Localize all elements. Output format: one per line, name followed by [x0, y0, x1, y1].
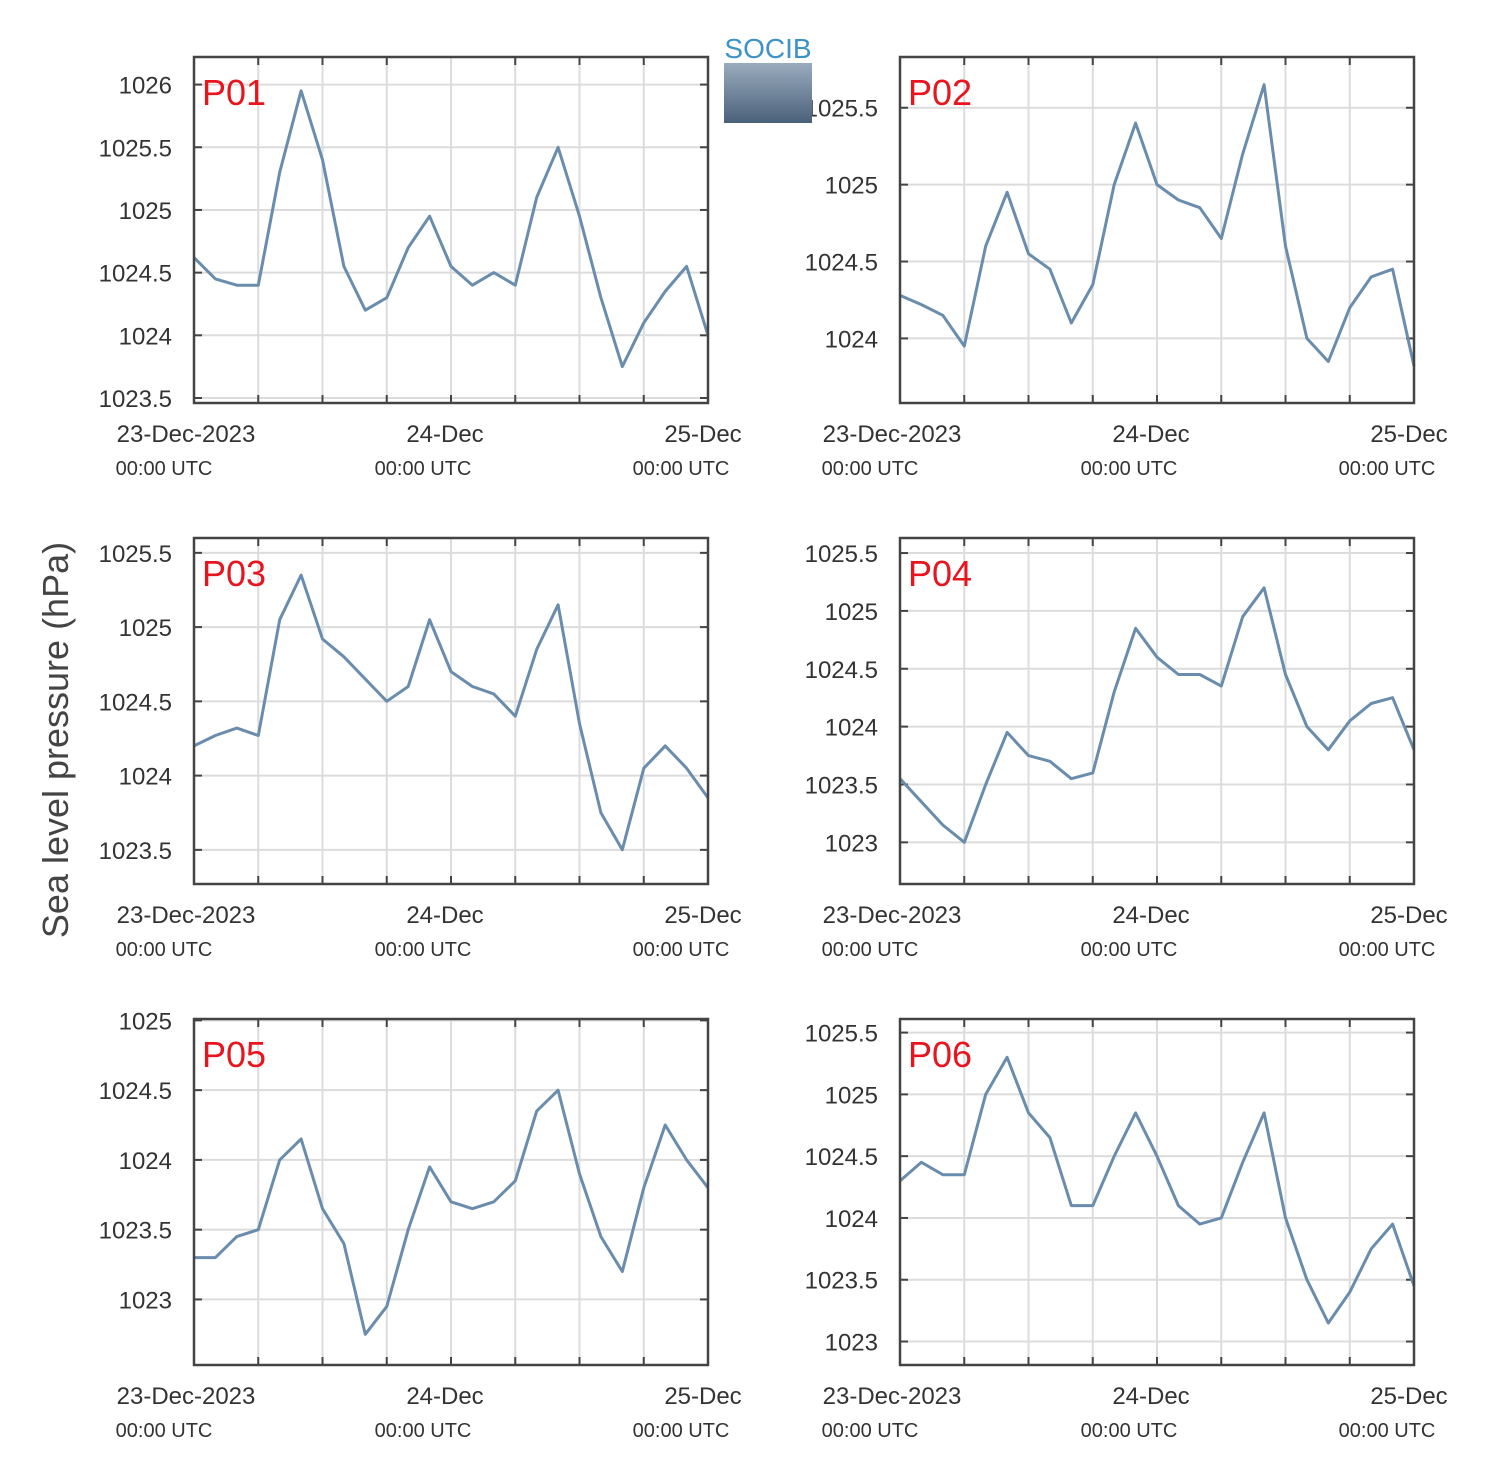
- logo: SOCIB: [724, 33, 812, 123]
- x-tick-label: 23-Dec-2023: [823, 1383, 962, 1410]
- x-tick-sublabel: 00:00 UTC: [1081, 939, 1178, 961]
- panel: 1023 1023.5 1024 1024.5 1025 1025.5 23-Dec-202…: [805, 536, 1448, 961]
- x-tick-sublabel: 00:00 UTC: [822, 458, 919, 480]
- line-series: [192, 89, 710, 369]
- y-tick-label: 1024.5: [805, 657, 878, 684]
- plot-frame: [192, 536, 710, 886]
- x-tick-sublabel: 00:00 UTC: [822, 1420, 919, 1442]
- y-tick-label: 1024.5: [99, 1078, 172, 1105]
- line-series: [899, 83, 1416, 367]
- line-series: [193, 573, 710, 852]
- y-tick-label: 1023: [825, 1330, 878, 1357]
- panel-title: P03: [202, 553, 266, 594]
- line-series: [194, 1088, 710, 1336]
- panel: 1023.5 1024 1024.5 1025 1025.5 23-Dec-2023 00:…: [99, 536, 742, 961]
- plot-frame: [898, 1017, 1416, 1367]
- x-tick-label: 25-Dec: [1370, 421, 1447, 448]
- panel-title: P01: [202, 72, 266, 113]
- x-tick-sublabel: 00:00 UTC: [822, 939, 919, 961]
- line-series: [899, 1055, 1416, 1325]
- plot-frame: [898, 536, 1416, 886]
- y-tick-label: 1024: [119, 1148, 172, 1175]
- x-tick-sublabel: 00:00 UTC: [1081, 458, 1178, 480]
- x-tick-sublabel: 00:00 UTC: [1339, 939, 1436, 961]
- x-tick-label: 25-Dec: [1370, 1383, 1447, 1410]
- x-tick-label: 24-Dec: [1112, 421, 1189, 448]
- y-tick-label: 1023.5: [99, 386, 172, 413]
- y-tick-label: 1023.5: [99, 838, 172, 865]
- panel: 1023 1023.5 1024 1024.5 1025 1025.5 23-Dec-202…: [805, 1017, 1448, 1442]
- y-tick-label: 1023.5: [805, 1268, 878, 1295]
- x-tick-sublabel: 00:00 UTC: [116, 939, 213, 961]
- x-tick-sublabel: 00:00 UTC: [1339, 458, 1436, 480]
- x-tick-label: 24-Dec: [406, 421, 483, 448]
- y-tick-label: 1025.5: [805, 541, 878, 568]
- y-tick-label: 1023.5: [805, 772, 878, 799]
- panel-title: P06: [908, 1034, 972, 1075]
- x-tick-sublabel: 00:00 UTC: [375, 458, 472, 480]
- x-tick-sublabel: 00:00 UTC: [116, 458, 213, 480]
- y-tick-label: 1025.5: [99, 135, 172, 162]
- y-tick-label: 1025.5: [99, 541, 172, 568]
- y-tick-label: 1026: [119, 73, 172, 100]
- plot-frame: [192, 1017, 710, 1367]
- y-tick-label: 1024.5: [805, 1144, 878, 1171]
- x-tick-label: 23-Dec-2023: [117, 1383, 256, 1410]
- y-tick-label: 1025: [119, 615, 172, 642]
- y-tick-label: 1025.5: [805, 96, 878, 123]
- x-tick-sublabel: 00:00 UTC: [633, 939, 730, 961]
- line-series: [898, 586, 1416, 844]
- panel-title: P04: [908, 553, 972, 594]
- x-tick-sublabel: 00:00 UTC: [116, 1420, 213, 1442]
- x-tick-label: 25-Dec: [664, 1383, 741, 1410]
- x-tick-label: 23-Dec-2023: [117, 902, 256, 929]
- panel: 1023 1023.5 1024 1024.5 1025 23-Dec-2023 00:00…: [99, 1008, 742, 1442]
- panel: 1023.5 1024 1024.5 1025 1025.5 1026 23-Dec-202…: [99, 55, 742, 480]
- x-tick-label: 24-Dec: [406, 1383, 483, 1410]
- x-tick-label: 25-Dec: [664, 421, 741, 448]
- panel-title: P05: [202, 1034, 266, 1075]
- x-tick-label: 24-Dec: [1112, 1383, 1189, 1410]
- x-tick-label: 25-Dec: [664, 902, 741, 929]
- y-tick-label: 1025: [119, 1008, 172, 1035]
- plot-frame: [192, 55, 710, 405]
- x-tick-sublabel: 00:00 UTC: [1339, 1420, 1436, 1442]
- y-tick-label: 1024.5: [99, 261, 172, 288]
- y-tick-label: 1024: [825, 326, 878, 353]
- x-tick-label: 23-Dec-2023: [117, 421, 256, 448]
- x-tick-sublabel: 00:00 UTC: [375, 939, 472, 961]
- y-tick-label: 1024: [825, 715, 878, 742]
- x-tick-sublabel: 00:00 UTC: [633, 1420, 730, 1442]
- y-tick-label: 1024: [825, 1206, 878, 1233]
- y-tick-label: 1025: [825, 1082, 878, 1109]
- y-tick-label: 1023.5: [99, 1218, 172, 1245]
- panel-title: P02: [908, 72, 972, 113]
- logo-text: SOCIB: [724, 33, 811, 64]
- x-tick-label: 24-Dec: [406, 902, 483, 929]
- logo-graphic: [724, 63, 812, 123]
- x-tick-label: 25-Dec: [1370, 902, 1447, 929]
- x-tick-label: 24-Dec: [1112, 902, 1189, 929]
- y-tick-label: 1024.5: [805, 250, 878, 277]
- y-tick-label: 1025.5: [805, 1021, 878, 1048]
- x-tick-sublabel: 00:00 UTC: [633, 458, 730, 480]
- y-tick-label: 1023: [119, 1287, 172, 1314]
- x-tick-label: 23-Dec-2023: [823, 902, 962, 929]
- x-tick-sublabel: 00:00 UTC: [1081, 1420, 1178, 1442]
- y-tick-label: 1024.5: [99, 689, 172, 716]
- y-axis-label: Sea level pressure (hPa): [35, 542, 76, 938]
- y-tick-label: 1025: [825, 599, 878, 626]
- y-tick-label: 1024: [119, 323, 172, 350]
- plot-frame: [898, 55, 1416, 405]
- y-tick-label: 1025: [825, 173, 878, 200]
- y-tick-label: 1024: [119, 764, 172, 791]
- x-tick-sublabel: 00:00 UTC: [375, 1420, 472, 1442]
- y-tick-label: 1025: [119, 198, 172, 225]
- y-tick-label: 1023: [825, 830, 878, 857]
- x-tick-label: 23-Dec-2023: [823, 421, 962, 448]
- panels: 1023.5 1024 1024.5 1025 1025.5 1026 23-Dec-202…: [99, 55, 1448, 1442]
- panel: 1024 1024.5 1025 1025.5 23-Dec-2023 00:00 UTC…: [805, 55, 1448, 480]
